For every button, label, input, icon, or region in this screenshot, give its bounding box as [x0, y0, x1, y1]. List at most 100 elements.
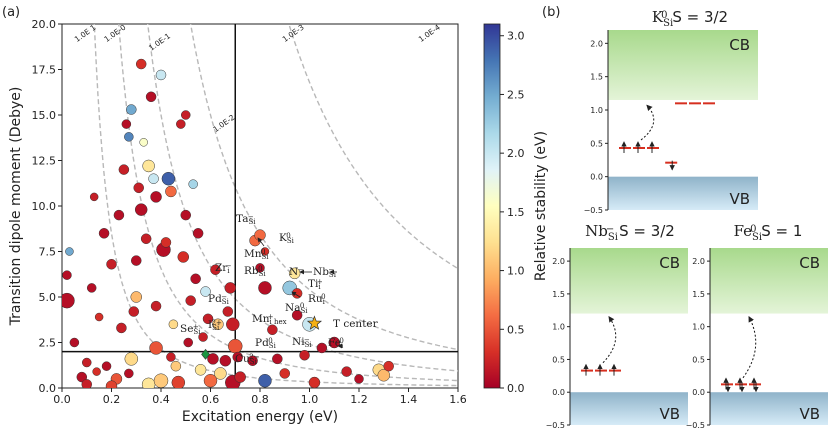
data-point [316, 342, 328, 354]
data-point [260, 247, 270, 256]
data-point [203, 373, 218, 388]
colorbar-tick-label: 0.5 [507, 323, 525, 336]
data-point [145, 91, 157, 103]
annotation-label: ISi2+ [208, 319, 222, 333]
data-point [161, 171, 176, 186]
data-point [328, 336, 340, 349]
data-point [76, 371, 88, 383]
data-point [210, 264, 221, 275]
vb-label: VB [659, 405, 680, 423]
transition-arrow [742, 315, 757, 379]
annotation-label: NaSi0 [285, 302, 308, 316]
colorbar-tick-label: 0.0 [507, 382, 525, 395]
annotation-label: SeSi+ [180, 323, 201, 337]
data-point [207, 353, 219, 365]
data-point [272, 353, 283, 365]
data-point [198, 332, 208, 342]
band-tick-label: 1.5 [552, 290, 565, 299]
data-point [222, 306, 234, 317]
x-tick-label: 0.2 [103, 393, 121, 406]
data-point [228, 338, 243, 354]
data-point [106, 258, 117, 270]
annotation-label: TaSi− [236, 213, 256, 227]
data-point [226, 317, 240, 332]
y-tick-label: 5.0 [39, 291, 57, 304]
annotation-label: Fei0 [328, 337, 344, 351]
data-point [101, 361, 112, 371]
data-point [140, 233, 152, 245]
data-point [126, 104, 137, 115]
data-point [214, 367, 227, 380]
data-point [165, 185, 177, 198]
data-point [155, 69, 167, 81]
data-point [86, 283, 97, 293]
data-point [234, 371, 246, 383]
band-tick-label: 1.0 [552, 323, 565, 332]
panel-label-a: (a) [2, 5, 20, 20]
data-point [181, 110, 191, 120]
data-point [124, 352, 139, 366]
data-point [142, 159, 155, 173]
iso-line [288, 24, 458, 270]
data-point [354, 374, 364, 384]
annotation-label: PdSi0 [255, 337, 277, 351]
data-point [192, 228, 204, 239]
data-point [133, 182, 144, 194]
band-tick-label: −0.5 [584, 206, 603, 215]
band-tick-label: 0.5 [590, 139, 603, 148]
iso-line-label: 1.0E-1 [147, 31, 172, 52]
data-point [177, 251, 190, 263]
band-tick-label: 1.5 [692, 290, 705, 299]
x-axis-ticks: 0.0 0.2 0.4 0.6 0.8 1.0 1.2 1.4 1.6 [53, 388, 467, 406]
colorbar-tick-label: 1.5 [507, 206, 525, 219]
conduction-band [570, 248, 688, 314]
y-tick-label: 12.5 [32, 155, 57, 168]
band-title: FeSi0 S = 1 [734, 222, 803, 243]
data-point [148, 173, 159, 184]
valence-band [710, 392, 828, 425]
diamond-marker [201, 348, 210, 360]
data-point [81, 379, 92, 388]
y-tick-label: 2.5 [39, 337, 57, 350]
data-point [219, 354, 232, 367]
data-point [150, 191, 162, 203]
y-tick-label: 20.0 [32, 18, 57, 31]
data-point [254, 229, 266, 241]
data-point [341, 366, 352, 377]
annotation-label: NiSi− [292, 336, 312, 350]
panel-label-b: (b) [542, 5, 560, 20]
colorbar-ticks: 0.0 0.5 1.0 1.5 2.0 2.5 3.0 [500, 30, 525, 395]
data-point [113, 209, 125, 221]
data-point [377, 369, 390, 382]
data-point [135, 58, 147, 70]
band-tick-label: 0.0 [590, 173, 603, 182]
data-point [188, 179, 198, 189]
band-tick-label: 2.0 [692, 257, 705, 266]
cb-label: CB [659, 254, 680, 272]
y-axis-label: Transition dipole moment (Debye) [8, 87, 24, 327]
special-points [201, 315, 323, 360]
y-axis-ticks: 0.0 2.5 5.0 7.5 10.0 12.5 15.0 17.5 20.0 [32, 18, 62, 395]
band-tick-label: 1.0 [590, 106, 603, 115]
data-point [291, 309, 303, 321]
annotation-label: Mni hex+ [252, 313, 287, 327]
valence-band [608, 176, 758, 210]
data-point [116, 322, 127, 334]
colorbar-gradient [483, 23, 501, 389]
colorbar-label: Relative stability (eV) [533, 131, 549, 281]
data-point [98, 228, 110, 239]
y-tick-label: 7.5 [39, 246, 57, 259]
x-tick-label: 1.2 [350, 393, 368, 406]
band-tick-label: 0.5 [692, 355, 705, 364]
data-point [131, 255, 142, 266]
band-tick-label: 0.0 [692, 388, 705, 397]
x-tick-label: 1.0 [301, 393, 319, 406]
data-point [255, 263, 265, 273]
annotation-label: T center [333, 318, 379, 330]
colorbar-tick-label: 1.0 [507, 265, 525, 278]
conduction-band [608, 30, 758, 100]
transition-arrow [640, 104, 655, 141]
band-title: KSi0 S = 3/2 [652, 8, 728, 29]
data-point [118, 164, 130, 175]
data-point [212, 318, 224, 331]
